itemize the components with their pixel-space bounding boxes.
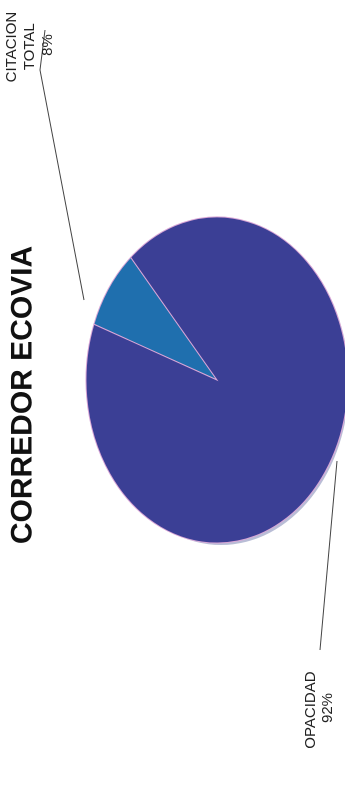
pie-slice-opacidad	[85, 216, 345, 544]
slice-label-citacion: CITACION TOTAL 8%	[3, 8, 56, 83]
slice-label-line: TOTAL	[21, 24, 38, 71]
leader-line-opacidad	[319, 460, 338, 651]
svg-text:CITACION TOTAL 8%: CITACION TOTAL 8%	[3, 8, 56, 83]
slice-label-opacidad: OPACIDAD 92%	[302, 667, 336, 748]
pie-slices	[85, 216, 345, 544]
svg-text:OPACIDAD 92%: OPACIDAD 92%	[302, 667, 336, 748]
leader-line-citacion	[39, 29, 85, 301]
slice-label-line: 8%	[39, 34, 56, 56]
slice-label-line: CITACION	[3, 12, 20, 83]
chart-title: CORREDOR ECOVIA	[6, 246, 39, 544]
slice-label-line: OPACIDAD	[302, 671, 319, 748]
slice-label-line: 92%	[319, 693, 336, 723]
